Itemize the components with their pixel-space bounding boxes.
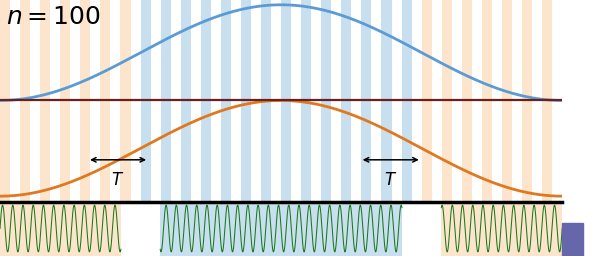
Bar (341, 0, 352, 201)
Bar (121, 0, 131, 201)
Text: $n = 100$: $n = 100$ (5, 6, 100, 29)
Bar (61, 201, 71, 256)
Bar (502, 0, 512, 201)
Bar (0, 0, 10, 201)
Bar (482, 0, 492, 201)
Bar (181, 201, 190, 256)
Bar (502, 201, 512, 256)
Bar (261, 0, 271, 201)
Bar (80, 0, 91, 201)
Bar (241, 201, 251, 256)
Bar (442, 201, 562, 256)
Bar (0, 201, 121, 256)
Bar (542, 0, 552, 201)
Bar (20, 0, 30, 201)
Bar (60, 0, 70, 201)
Bar (20, 201, 30, 256)
Bar (100, 0, 110, 201)
Bar (221, 201, 231, 256)
Bar (341, 201, 352, 256)
Bar (301, 0, 311, 201)
Bar (201, 0, 211, 201)
Bar (462, 0, 472, 201)
Bar (301, 201, 311, 256)
Bar (261, 201, 271, 256)
Bar (321, 0, 331, 201)
Bar (40, 201, 50, 256)
Bar (401, 0, 412, 201)
Bar (40, 0, 50, 201)
Bar (562, 223, 583, 256)
Bar (442, 201, 451, 256)
Text: $T$: $T$ (112, 172, 125, 189)
Bar (442, 0, 452, 201)
Bar (382, 201, 392, 256)
Bar (542, 201, 552, 256)
Bar (281, 0, 291, 201)
Bar (522, 0, 532, 201)
Bar (140, 0, 151, 201)
Bar (482, 201, 491, 256)
Bar (461, 201, 472, 256)
Bar (160, 201, 170, 256)
Bar (200, 201, 211, 256)
Bar (221, 0, 231, 201)
Bar (322, 201, 331, 256)
Bar (80, 201, 91, 256)
Text: $T$: $T$ (384, 172, 397, 189)
Bar (160, 201, 402, 256)
Bar (522, 201, 532, 256)
Bar (181, 0, 191, 201)
Bar (161, 0, 170, 201)
Bar (422, 0, 431, 201)
Bar (362, 201, 372, 256)
Bar (241, 0, 251, 201)
Bar (0, 201, 10, 256)
Bar (101, 201, 111, 256)
Bar (382, 0, 392, 201)
Bar (281, 201, 291, 256)
Bar (361, 0, 371, 201)
